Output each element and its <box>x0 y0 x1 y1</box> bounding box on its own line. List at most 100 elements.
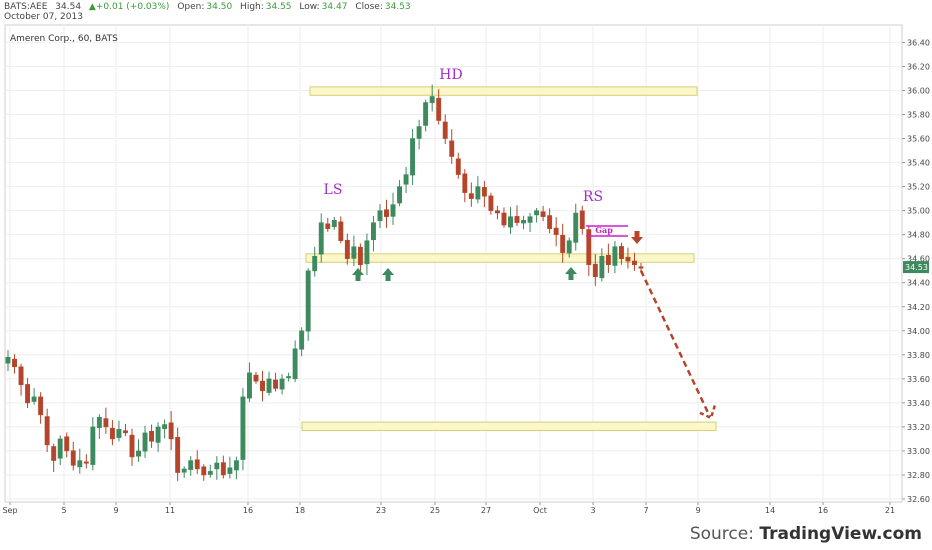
candle-body <box>351 246 357 259</box>
y-tick-label: 34.20 <box>907 303 930 312</box>
candle-body <box>357 246 363 265</box>
last-price-tag-label: 34.53 <box>905 263 928 272</box>
up-arrow <box>565 267 577 280</box>
candle-body <box>331 219 337 228</box>
candle-body <box>136 450 141 457</box>
candle-body <box>592 263 598 277</box>
candle-body <box>292 348 298 380</box>
high-label: High: <box>240 2 264 12</box>
candle-body <box>279 378 285 390</box>
candle-body <box>618 246 624 259</box>
candle-body <box>305 270 311 332</box>
y-tick-label: 34.80 <box>907 231 930 240</box>
candle-body <box>266 378 272 393</box>
annotations: LS HD RS Gap <box>324 67 717 420</box>
candle-body <box>253 374 259 382</box>
y-tick-label: 33.20 <box>907 423 930 432</box>
candle-body <box>494 210 500 214</box>
close-label: Close: <box>355 2 383 12</box>
open-value: 34.50 <box>206 2 233 12</box>
candle-body <box>384 209 389 217</box>
candle-body <box>214 462 220 470</box>
candle-body <box>318 222 324 255</box>
x-axis: Sep 5 9 11 16 18 23 25 27 Oct 3 7 9 14 16 21 <box>2 502 895 515</box>
candle-body <box>410 138 416 176</box>
candle-body <box>25 384 31 404</box>
candle-body <box>38 396 44 416</box>
candle-body <box>540 211 546 217</box>
candle-body <box>579 210 585 229</box>
candle-body <box>468 193 474 199</box>
x-tick-label: 11 <box>165 506 175 515</box>
projection-line <box>639 270 712 418</box>
candle-body <box>423 102 429 126</box>
down-arrow <box>631 231 643 244</box>
candle-body <box>553 227 559 235</box>
candle-body <box>364 240 370 265</box>
candle-body <box>31 396 37 402</box>
candle-body <box>632 260 637 265</box>
candle-body <box>377 210 383 222</box>
high-value: 34.55 <box>265 2 292 12</box>
candle-body <box>566 240 572 254</box>
candle-body <box>18 366 24 386</box>
candle-body <box>475 186 481 200</box>
candle-body <box>233 460 239 471</box>
y-tick-label: 33.60 <box>907 375 930 384</box>
candle-body <box>175 436 181 473</box>
candle-body <box>325 223 331 229</box>
candle-body <box>436 97 442 121</box>
candle-body <box>299 330 305 350</box>
price-change: ▲+0.01 (+0.03%) <box>88 2 170 12</box>
candle-body <box>260 380 265 392</box>
symbol: BATS:AEE <box>4 2 48 12</box>
annotation-label: HD <box>439 67 462 83</box>
zone-rect <box>301 421 717 432</box>
y-tick-label: 34.00 <box>907 327 930 336</box>
candle-body <box>605 255 611 265</box>
x-tick-label: 14 <box>765 506 775 515</box>
x-tick-label: 9 <box>695 506 700 515</box>
candle-body <box>129 434 135 458</box>
candle-body <box>429 96 435 103</box>
projection-arrowhead <box>699 404 717 420</box>
x-tick-label: Oct <box>533 506 547 515</box>
candle-body <box>109 427 115 440</box>
date-label: October 07, 2013 <box>4 12 83 22</box>
candle-body <box>638 266 644 269</box>
candle-body <box>586 229 592 265</box>
y-tick-label: 33.00 <box>907 447 930 456</box>
candle-body <box>44 416 50 446</box>
candle-body <box>168 422 174 440</box>
candle-body <box>560 234 566 253</box>
candle-body <box>51 446 57 461</box>
y-tick-label: 35.60 <box>907 135 930 144</box>
candle-body <box>514 216 520 223</box>
candle-body <box>338 221 344 241</box>
candle-body <box>390 204 396 217</box>
x-tick-label: 3 <box>590 506 595 515</box>
candle-body <box>207 471 213 475</box>
candle-body <box>612 246 618 266</box>
candle-body <box>481 187 487 197</box>
candle-body <box>83 461 89 464</box>
candle-body <box>220 462 226 476</box>
candle-body <box>103 418 109 428</box>
close-value: 34.53 <box>384 2 411 12</box>
candle-body <box>57 438 63 459</box>
source-brand: TradingView.com <box>759 524 922 544</box>
candle-body <box>416 126 422 139</box>
x-tick-label: 25 <box>430 506 440 515</box>
candle-body <box>5 356 11 364</box>
candle-body <box>181 468 187 473</box>
up-arrow <box>382 268 394 281</box>
x-tick-label: 16 <box>243 506 253 515</box>
candle-body <box>501 212 507 226</box>
x-tick-label: 21 <box>885 506 895 515</box>
candle-body <box>77 460 83 468</box>
candle-body <box>599 256 605 279</box>
header-bar: BATS:AEE 34.54 ▲+0.01 (+0.03%) Open: 34.5… <box>4 2 416 12</box>
up-arrow <box>352 268 364 281</box>
chart-title: Ameren Corp., 60, BATS <box>10 34 118 44</box>
